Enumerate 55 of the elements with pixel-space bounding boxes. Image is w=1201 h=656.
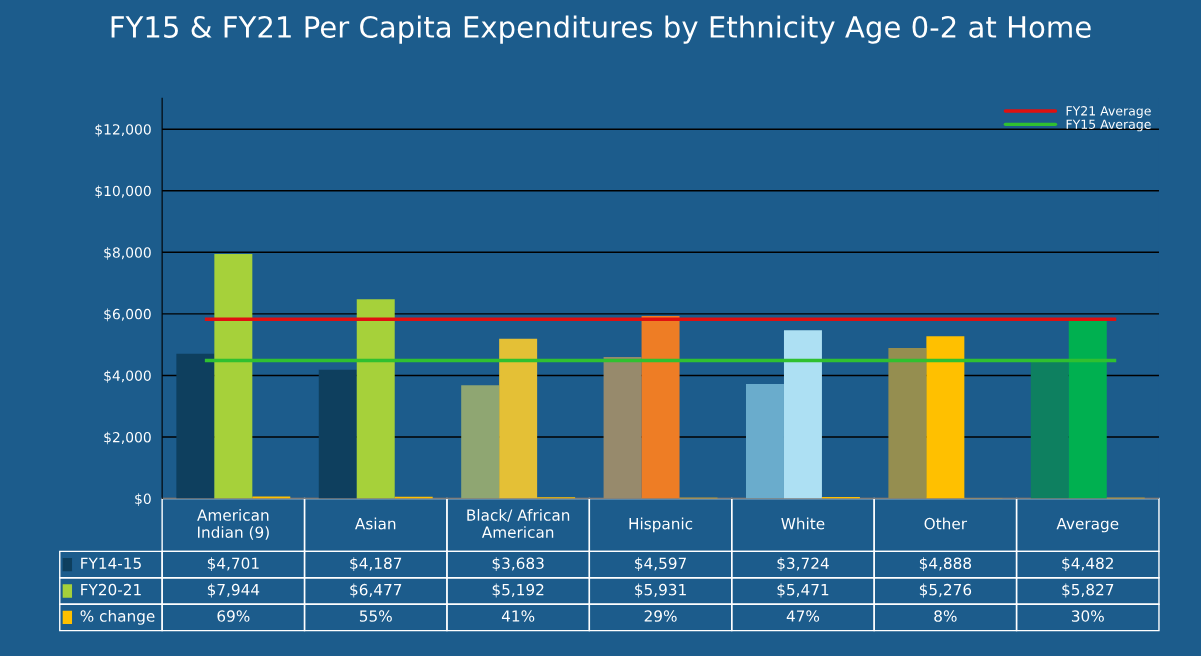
data-label: $5,827 — [1062, 583, 1114, 598]
bar — [783, 330, 822, 499]
data-label: $4,597 — [635, 557, 686, 572]
x-tick-label: Asian — [355, 517, 396, 530]
bar — [461, 385, 500, 499]
legend-label: FY21 Average — [1066, 106, 1151, 118]
bar — [499, 338, 538, 499]
bar — [318, 369, 357, 499]
data-label: 41% — [501, 610, 535, 622]
legend-label: FY20-21 — [81, 583, 141, 596]
y-tick-label: $10,000 — [95, 185, 151, 199]
data-label: 55% — [359, 610, 392, 622]
x-tick-label: American Indian (9) — [197, 509, 269, 540]
legend-label: FY15 Average — [1066, 119, 1151, 132]
data-label: $4,482 — [1062, 557, 1113, 572]
data-label: $4,888 — [919, 557, 972, 572]
bar — [603, 357, 642, 499]
x-tick-label: Average — [1056, 518, 1119, 533]
y-tick-label: $12,000 — [95, 123, 151, 137]
data-label: 29% — [644, 610, 677, 622]
chart-title: FY15 & FY21 Per Capita Expenditures by Ethnicity Age 0-2 at Home — [111, 15, 1091, 44]
bar — [1068, 319, 1107, 499]
bar — [1030, 360, 1069, 499]
x-tick-label: White — [781, 517, 825, 530]
data-label: 30% — [1071, 610, 1104, 622]
bar — [176, 353, 215, 499]
y-tick-label: $0 — [135, 493, 151, 506]
data-label: $6,477 — [350, 583, 402, 598]
data-label: 69% — [217, 610, 250, 622]
legend-label: FY14-15 — [81, 557, 141, 570]
bar — [888, 348, 927, 499]
x-tick-label: Other — [924, 517, 968, 530]
data-label: $4,701 — [207, 557, 259, 572]
bar — [252, 496, 291, 499]
y-tick-label: $6,000 — [104, 308, 151, 322]
data-label: $3,724 — [777, 557, 829, 572]
data-label: $5,931 — [635, 583, 686, 598]
data-label: $5,471 — [777, 583, 829, 598]
x-tick-label: Black/ African American — [467, 509, 570, 538]
y-tick-label: $2,000 — [104, 431, 151, 445]
bar — [745, 383, 784, 499]
data-label: 47% — [786, 610, 820, 622]
data-label: $5,192 — [492, 583, 544, 598]
data-label: $7,944 — [207, 583, 260, 598]
y-tick-label: $8,000 — [104, 247, 151, 260]
data-label: $3,683 — [492, 557, 544, 572]
bar — [641, 315, 680, 499]
data-label: $4,187 — [350, 557, 402, 572]
bar — [356, 299, 395, 499]
x-tick-label: Hispanic — [629, 517, 693, 533]
data-label: $5,276 — [919, 583, 972, 598]
data-label: 8% — [934, 610, 957, 622]
bar — [214, 254, 253, 499]
legend-label: % change — [80, 610, 155, 625]
y-tick-label: $4,000 — [104, 370, 151, 383]
